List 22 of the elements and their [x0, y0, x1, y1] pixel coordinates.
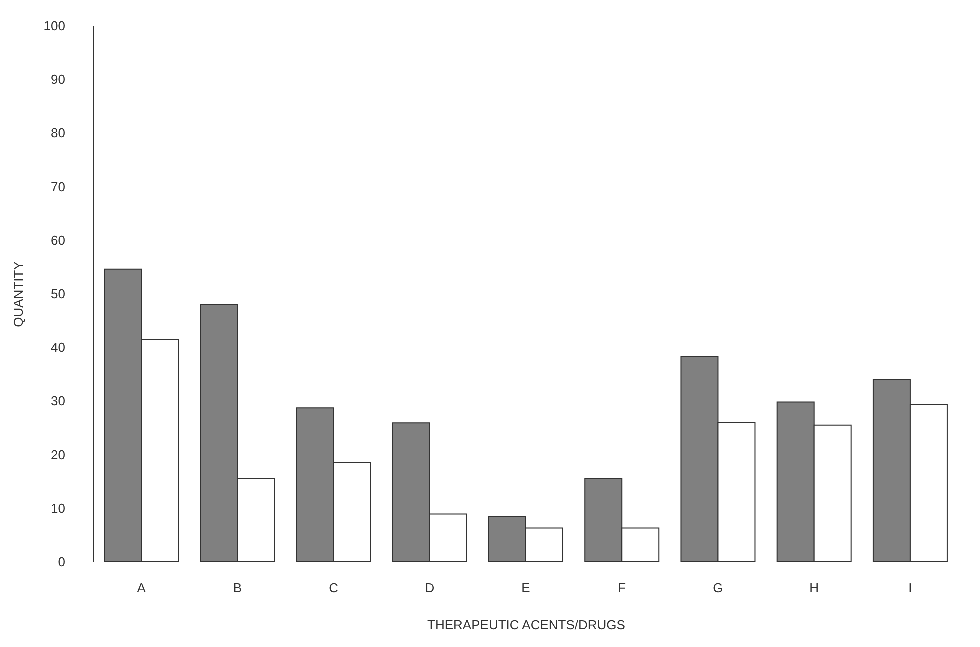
y-tick-label: 10: [51, 500, 66, 516]
y-axis-title: QUANTITY: [10, 261, 26, 328]
y-tick-label: 60: [51, 232, 66, 248]
x-tick-label: B: [233, 580, 242, 596]
y-tick-label: 70: [51, 179, 66, 194]
x-tick-label: C: [329, 580, 338, 596]
y-tick-label: 20: [51, 447, 66, 462]
x-tick-label: D: [425, 580, 435, 596]
y-tick-label: 0: [58, 554, 66, 570]
y-tick-label: 90: [51, 72, 66, 88]
x-tick-label: A: [137, 580, 146, 596]
y-tick-label: 30: [51, 394, 66, 409]
x-tick-label: H: [810, 580, 820, 596]
x-tick-label: G: [713, 580, 724, 596]
y-tick-label: 40: [51, 340, 66, 356]
y-tick-label: 80: [51, 126, 66, 141]
x-tick-label: E: [522, 580, 531, 596]
y-tick-label: 50: [51, 286, 66, 302]
x-tick-label: F: [618, 580, 626, 596]
x-tick-label: I: [908, 580, 912, 596]
x-axis-title: THERAPEUTIC ACENTS/DRUGS: [428, 618, 626, 632]
y-tick-label: 100: [44, 18, 66, 34]
